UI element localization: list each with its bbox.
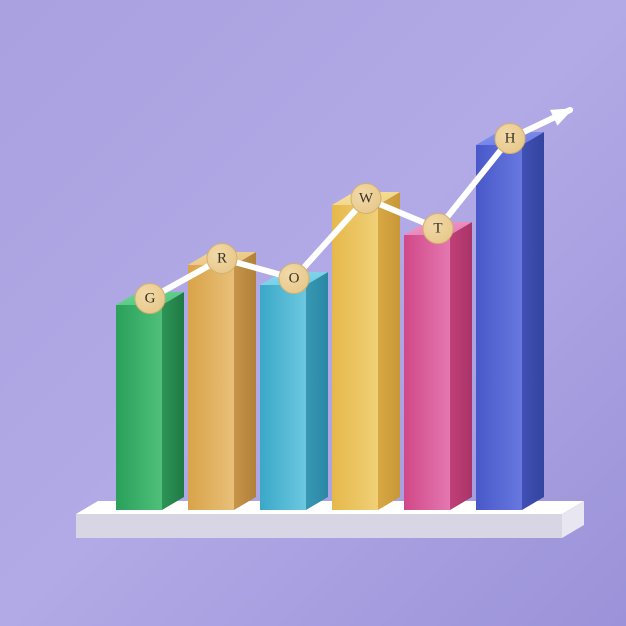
growth-bar-chart: G R O W T H bbox=[0, 0, 626, 626]
bar-r bbox=[188, 252, 256, 510]
letter-circle-t: T bbox=[423, 214, 453, 244]
platform-front bbox=[76, 514, 562, 538]
letter-circle-g: G bbox=[135, 284, 165, 314]
letter-circle-w: W bbox=[351, 184, 381, 214]
bar-g bbox=[116, 292, 184, 510]
letter-h: H bbox=[505, 131, 516, 147]
letter-r: R bbox=[217, 251, 227, 267]
letter-circle-h: H bbox=[495, 124, 525, 154]
bar-w bbox=[332, 192, 400, 510]
letter-w: W bbox=[359, 191, 374, 207]
bar-t bbox=[404, 222, 472, 510]
letter-circle-o: O bbox=[279, 264, 309, 294]
letter-t: T bbox=[433, 221, 442, 237]
letter-o: O bbox=[289, 271, 300, 287]
letter-circle-r: R bbox=[207, 244, 237, 274]
bar-h bbox=[476, 132, 544, 510]
letter-g: G bbox=[145, 291, 156, 307]
bar-o bbox=[260, 272, 328, 510]
